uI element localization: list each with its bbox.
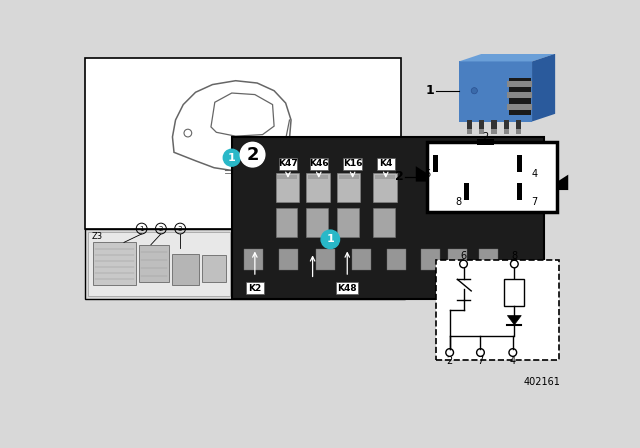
Bar <box>172 254 200 285</box>
Bar <box>375 175 395 179</box>
Bar <box>276 208 297 237</box>
Bar <box>509 78 531 116</box>
Text: 6: 6 <box>460 250 467 260</box>
Bar <box>436 260 559 360</box>
Text: 3: 3 <box>178 225 182 232</box>
Polygon shape <box>416 166 427 181</box>
Bar <box>244 249 263 270</box>
Text: K48: K48 <box>337 284 357 293</box>
Bar <box>479 129 484 134</box>
Text: K16: K16 <box>343 159 362 168</box>
Circle shape <box>223 149 240 166</box>
Bar <box>279 249 298 270</box>
Bar <box>467 129 472 134</box>
Bar <box>310 158 328 170</box>
Bar <box>86 58 401 229</box>
Bar <box>516 155 522 172</box>
Bar <box>516 183 522 200</box>
Bar <box>86 229 405 299</box>
Text: K47: K47 <box>278 159 298 168</box>
Text: 2: 2 <box>396 170 404 184</box>
Text: K2: K2 <box>248 284 262 293</box>
Bar <box>427 142 557 211</box>
Bar <box>479 120 484 131</box>
Bar <box>459 61 532 121</box>
Text: 6: 6 <box>424 169 431 179</box>
Bar <box>504 129 509 134</box>
Polygon shape <box>532 54 555 121</box>
Bar <box>308 175 328 179</box>
Bar <box>140 245 168 282</box>
Text: 1: 1 <box>425 84 434 97</box>
Text: 8: 8 <box>455 198 461 207</box>
Bar <box>492 129 497 134</box>
Text: 501460002: 501460002 <box>495 290 538 299</box>
Bar <box>88 233 230 296</box>
Bar <box>433 155 438 172</box>
Polygon shape <box>508 315 521 325</box>
Bar <box>516 129 521 134</box>
Bar <box>279 158 297 170</box>
Text: K46: K46 <box>309 159 328 168</box>
Bar <box>467 120 472 131</box>
Text: 1: 1 <box>326 234 334 244</box>
Bar <box>376 158 395 170</box>
Bar <box>463 183 469 200</box>
Bar <box>276 173 299 202</box>
Text: 402161: 402161 <box>524 377 561 387</box>
Polygon shape <box>557 175 568 190</box>
Circle shape <box>471 88 477 94</box>
Bar <box>93 242 136 285</box>
Bar <box>508 104 532 110</box>
Bar <box>339 175 359 179</box>
Bar <box>202 255 225 282</box>
Bar <box>492 120 497 131</box>
Bar <box>508 81 532 87</box>
Bar <box>307 208 328 237</box>
Text: 4: 4 <box>531 169 538 179</box>
Circle shape <box>241 143 264 166</box>
Text: 1: 1 <box>228 153 236 163</box>
Bar <box>344 158 362 170</box>
Circle shape <box>321 230 340 249</box>
Bar <box>504 280 524 306</box>
Text: K4: K4 <box>379 159 392 168</box>
Bar <box>387 249 406 270</box>
Text: 2: 2 <box>482 132 488 142</box>
Bar <box>508 92 532 99</box>
Text: 2: 2 <box>447 356 452 366</box>
Bar <box>352 249 371 270</box>
Bar <box>421 249 440 270</box>
Bar <box>277 175 297 179</box>
Text: 7: 7 <box>477 356 484 366</box>
Bar <box>504 120 509 131</box>
Text: 2: 2 <box>246 146 259 164</box>
Bar <box>516 120 521 131</box>
Text: Z3: Z3 <box>92 232 103 241</box>
Text: 4: 4 <box>509 356 516 366</box>
Bar <box>373 208 395 237</box>
Bar <box>232 137 543 299</box>
Bar <box>448 249 467 270</box>
Bar <box>373 173 397 202</box>
Bar <box>246 282 264 294</box>
Circle shape <box>240 142 265 167</box>
Bar <box>337 208 359 237</box>
Bar <box>316 249 335 270</box>
Bar <box>477 139 493 146</box>
Text: 2: 2 <box>159 225 163 232</box>
Bar <box>337 282 358 294</box>
Bar <box>307 173 330 202</box>
Text: 7: 7 <box>531 198 538 207</box>
Text: 8: 8 <box>511 250 517 260</box>
Bar <box>479 249 498 270</box>
Text: 1: 1 <box>140 225 144 232</box>
Bar <box>337 173 360 202</box>
Polygon shape <box>459 54 555 61</box>
